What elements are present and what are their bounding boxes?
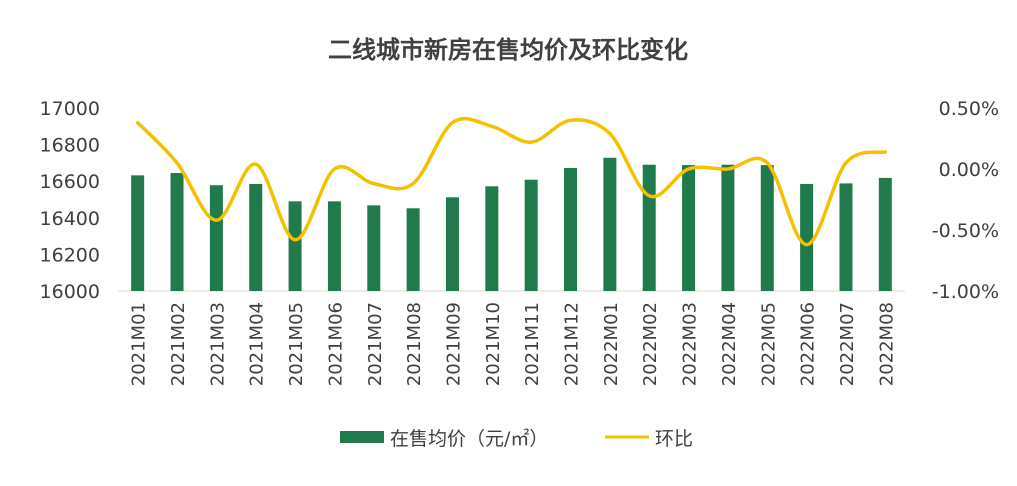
x-tick-label: 2021M06	[325, 302, 346, 386]
bar	[170, 172, 184, 291]
x-tick-label: 2022M03	[680, 302, 701, 386]
x-tick-label: 2022M02	[640, 302, 661, 386]
x-tick-label: 2021M02	[168, 302, 189, 386]
x-tick-label: 2021M12	[562, 302, 583, 386]
x-tick-label: 2021M04	[247, 302, 268, 386]
x-tick-label: 2021M03	[207, 302, 228, 386]
x-tick-label: 2021M05	[286, 302, 307, 386]
x-tick-label: 2022M06	[798, 302, 819, 386]
bar	[564, 168, 578, 291]
left-tick-label: 16400	[40, 208, 100, 230]
bar	[249, 183, 263, 291]
x-tick-label: 2021M11	[522, 302, 543, 386]
bar	[327, 201, 341, 291]
bar	[878, 177, 892, 291]
x-tick-label: 2022M04	[719, 302, 740, 386]
bar-series	[131, 157, 892, 291]
bar	[524, 179, 538, 291]
bar	[760, 165, 774, 291]
left-axis: 16000 16200 16400 16600 16800 17000	[40, 98, 100, 303]
bar	[367, 205, 381, 291]
right-tick-label: -1.00%	[932, 281, 999, 303]
x-tick-label: 2021M10	[483, 302, 504, 386]
bar	[209, 185, 223, 291]
bar	[682, 165, 696, 291]
right-tick-label: 0.50%	[939, 98, 999, 120]
x-tick-label: 2022M08	[876, 302, 897, 386]
bar	[485, 186, 499, 291]
bar	[131, 175, 145, 291]
left-tick-label: 16000	[40, 281, 100, 303]
legend-line-label: 环比	[655, 428, 693, 450]
bar	[800, 183, 814, 291]
bar	[721, 164, 735, 291]
bar	[288, 201, 302, 291]
left-tick-label: 17000	[40, 98, 100, 120]
left-tick-label: 16800	[40, 135, 100, 157]
x-axis: 2021M01 2021M02 2021M03 2021M04 2021M05 2021M…	[129, 302, 898, 386]
left-tick-label: 16600	[40, 171, 100, 193]
x-tick-label: 2021M09	[443, 302, 464, 386]
x-tick-label: 2022M07	[837, 302, 858, 386]
bar	[445, 197, 459, 291]
bar	[603, 157, 617, 291]
chart-title: 二线城市新房在售均价及环比变化	[328, 36, 688, 64]
legend-bar-label: 在售均价（元/㎡）	[390, 427, 548, 450]
x-tick-label: 2022M05	[758, 302, 779, 386]
legend-bar-swatch	[340, 431, 384, 443]
x-tick-label: 2022M01	[601, 302, 622, 386]
x-tick-label: 2021M01	[129, 302, 150, 386]
right-axis: -1.00% -0.50% 0.00% 0.50%	[932, 98, 999, 303]
bar	[406, 208, 420, 291]
right-tick-label: 0.00%	[939, 159, 999, 181]
right-tick-label: -0.50%	[932, 220, 999, 242]
left-tick-label: 16200	[40, 244, 100, 266]
ratio-line	[135, 116, 888, 247]
legend: 在售均价（元/㎡） 环比	[340, 427, 693, 450]
bar	[642, 164, 656, 291]
bar	[839, 183, 853, 291]
x-tick-label: 2021M07	[365, 302, 386, 386]
x-tick-label: 2021M08	[404, 302, 425, 386]
